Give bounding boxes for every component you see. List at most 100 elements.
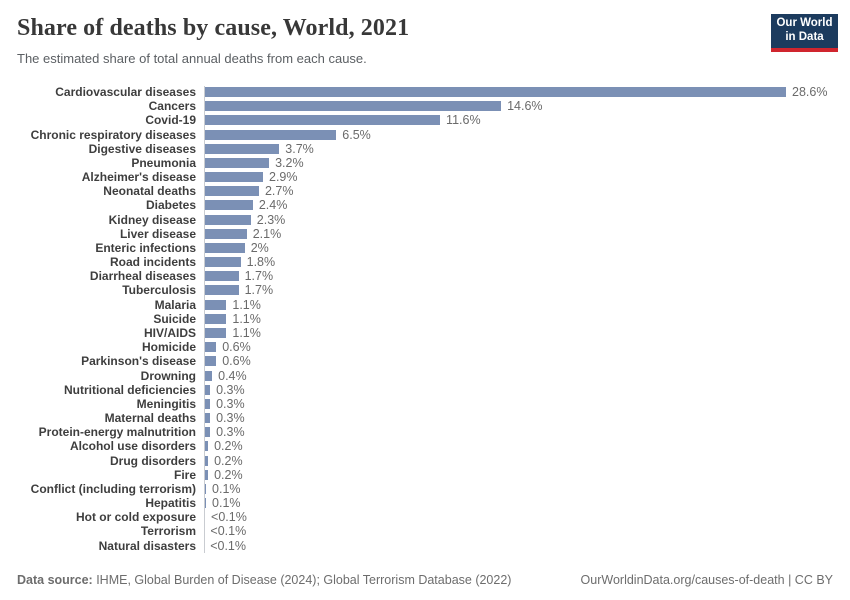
category-label: HIV/AIDS <box>143 326 196 340</box>
chart-header: Share of deaths by cause, World, 2021 Th… <box>17 15 750 66</box>
value-label: 0.1% <box>212 481 241 496</box>
category-label: Drowning <box>140 368 196 383</box>
bar <box>204 398 211 409</box>
value-label: 1.1% <box>232 311 261 326</box>
category-label: Hot or cold exposure <box>75 510 196 525</box>
value-label: 0.3% <box>216 425 245 440</box>
bar <box>204 512 206 523</box>
bar <box>204 87 786 98</box>
category-label: Covid-19 <box>145 113 196 128</box>
value-label: 1.1% <box>232 326 261 340</box>
category-label: Conflict (including terrorism) <box>30 481 196 496</box>
bar <box>204 157 270 168</box>
category-label: Cardiovascular diseases <box>55 85 196 100</box>
chart-row: Alcohol use disorders 0.2% <box>17 439 833 453</box>
value-label: 0.6% <box>222 340 251 355</box>
value-label: 1.7% <box>244 283 274 298</box>
category-label: Parkinson's disease <box>81 354 196 369</box>
chart-footer: Data source: IHME, Global Burden of Dise… <box>17 573 833 587</box>
owid-url-link[interactable]: OurWorldinData.org/causes-of-death <box>580 573 785 587</box>
value-label: 0.3% <box>216 411 245 426</box>
bar <box>204 129 337 140</box>
chart-row: Tuberculosis 1.7% <box>17 283 833 297</box>
chart-subtitle: The estimated share of total annual deat… <box>17 51 367 66</box>
chart-row: Diarrheal diseases 1.7% <box>17 269 833 283</box>
value-label: 0.6% <box>222 354 251 369</box>
value-label: 0.4% <box>218 368 247 383</box>
chart-row: Road incidents 1.8% <box>17 255 833 269</box>
category-label: Meningitis <box>136 396 196 411</box>
owid-logo: Our World in Data <box>771 14 838 52</box>
category-label: Liver disease <box>119 226 196 241</box>
category-label: Fire <box>173 467 196 482</box>
bar <box>204 455 209 466</box>
category-label: Homicide <box>141 340 196 355</box>
category-label: Terrorism <box>140 524 196 539</box>
bar <box>204 469 209 480</box>
chart-row: Protein-energy malnutrition 0.3% <box>17 425 833 439</box>
category-label: Protein-energy malnutrition <box>38 425 196 440</box>
owid-logo-line2: in Data <box>785 31 824 43</box>
value-label: 0.2% <box>214 467 243 482</box>
chart-row: Alzheimer's disease 2.9% <box>17 170 833 184</box>
chart-row: Hot or cold exposure <0.1% <box>17 510 833 524</box>
category-label: Neonatal deaths <box>103 184 196 199</box>
value-label: 3.7% <box>285 141 314 156</box>
chart-row: Cancers 14.6% <box>17 99 833 113</box>
bar <box>204 328 227 338</box>
bar <box>204 441 209 452</box>
chart-row: Meningitis 0.3% <box>17 397 833 411</box>
value-label: 2.4% <box>258 198 288 213</box>
value-label: 0.3% <box>216 396 245 411</box>
bar <box>204 257 241 268</box>
chart-row: Natural disasters <0.1% <box>17 539 833 553</box>
chart-row: Malaria 1.1% <box>17 298 833 312</box>
chart-row: HIV/AIDS 1.1% <box>17 326 833 340</box>
value-label: 0.2% <box>214 439 243 454</box>
chart-row: Neonatal deaths 2.7% <box>17 184 833 198</box>
chart-row: Kidney disease 2.3% <box>17 213 833 227</box>
bar <box>204 342 217 353</box>
value-label: 2% <box>250 240 269 255</box>
value-label: 11.6% <box>446 113 481 128</box>
category-label: Chronic respiratory diseases <box>30 127 196 142</box>
bar <box>204 483 207 494</box>
chart-row: Homicide 0.6% <box>17 340 833 354</box>
category-label: Alzheimer's disease <box>81 170 196 185</box>
license-label: CC BY <box>794 573 833 587</box>
category-label: Natural disasters <box>98 538 196 553</box>
category-label: Nutritional deficiencies <box>63 382 196 397</box>
bar <box>204 285 239 296</box>
chart-row: Covid-19 11.6% <box>17 113 833 127</box>
value-label: 2.3% <box>256 212 286 227</box>
data-source-note: Data source: IHME, Global Burden of Dise… <box>17 573 511 587</box>
chart-row: Cardiovascular diseases 28.6% <box>17 85 833 99</box>
value-label: 1.8% <box>246 255 276 270</box>
chart-row: Liver disease 2.1% <box>17 227 833 241</box>
bar <box>204 143 280 154</box>
category-label: Maternal deaths <box>104 411 196 426</box>
bar <box>204 313 227 324</box>
chart-row: Conflict (including terrorism) 0.1% <box>17 482 833 496</box>
data-source-label: Data source: <box>17 573 93 587</box>
category-label: Digestive diseases <box>88 141 196 156</box>
category-label: Suicide <box>153 311 196 326</box>
value-label: 1.7% <box>244 269 274 284</box>
value-label: 2.9% <box>269 170 298 185</box>
category-label: Alcohol use disorders <box>69 439 196 454</box>
bar <box>204 498 207 509</box>
category-label: Road incidents <box>109 255 196 270</box>
footer-attribution: OurWorldinData.org/causes-of-death | CC … <box>581 573 833 587</box>
bar <box>204 214 251 225</box>
bar <box>204 271 239 282</box>
bar <box>204 413 211 424</box>
category-label: Pneumonia <box>131 155 196 170</box>
bar <box>204 384 211 395</box>
chart-row: Suicide 1.1% <box>17 312 833 326</box>
chart-row: Nutritional deficiencies 0.3% <box>17 383 833 397</box>
bar <box>204 356 217 367</box>
bar <box>204 186 259 197</box>
value-label: <0.1% <box>210 524 247 539</box>
value-label: <0.1% <box>211 510 247 525</box>
chart-row: Parkinson's disease 0.6% <box>17 354 833 368</box>
